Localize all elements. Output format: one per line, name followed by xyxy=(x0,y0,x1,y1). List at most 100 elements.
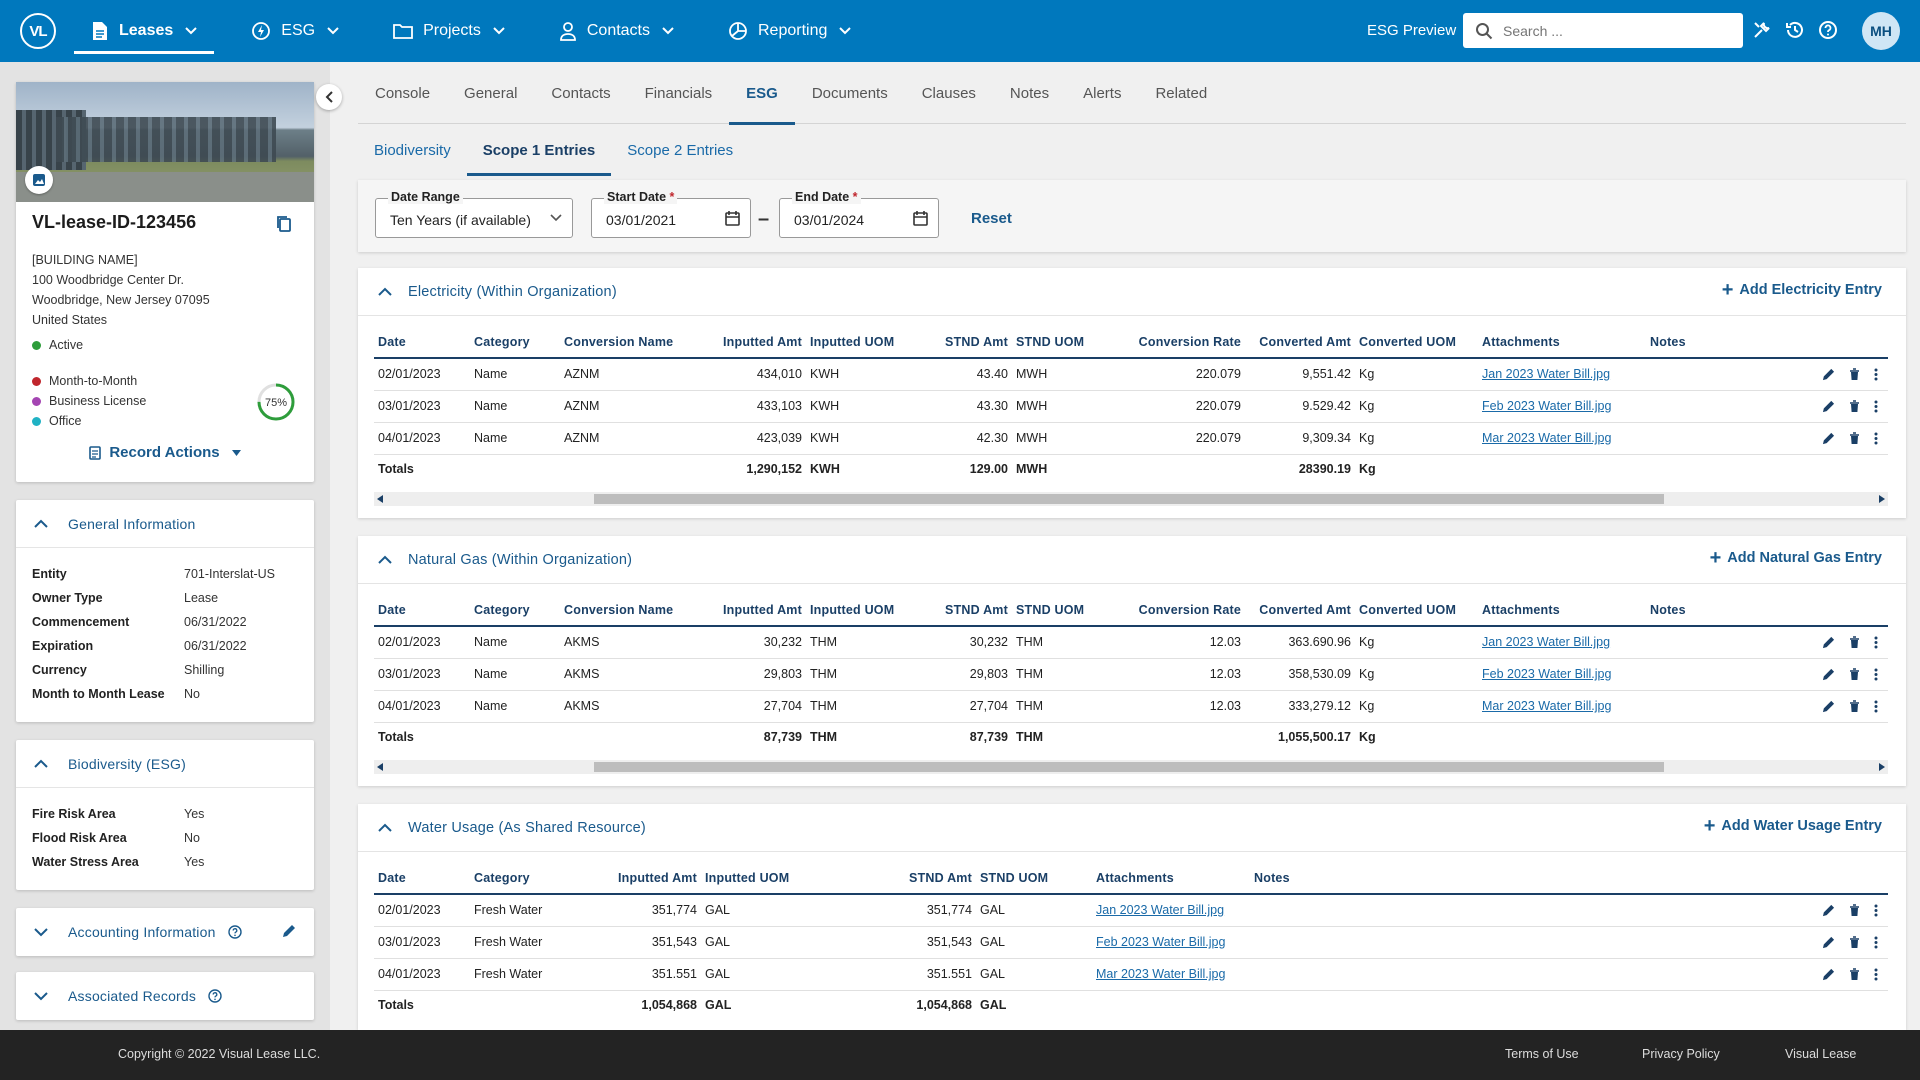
column-header[interactable]: Inputted Amt xyxy=(705,594,806,627)
column-header[interactable]: Notes xyxy=(1646,594,1738,627)
help-icon[interactable] xyxy=(227,925,242,939)
user-avatar[interactable]: MH xyxy=(1862,12,1900,50)
attachment-link[interactable]: Jan 2023 Water Bill.jpg xyxy=(1482,367,1611,382)
edit-icon[interactable] xyxy=(1822,904,1835,917)
nav-reporting[interactable]: Reporting xyxy=(711,0,868,62)
subtab-biodiversity[interactable]: Biodiversity xyxy=(374,141,451,159)
scroll-left-arrow[interactable] xyxy=(377,763,383,771)
help-icon[interactable] xyxy=(208,989,222,1003)
tab-related[interactable]: Related xyxy=(1155,84,1208,102)
end-date-field[interactable]: End Date * 03/01/2024 xyxy=(779,190,939,238)
tools-icon[interactable] xyxy=(1752,20,1772,40)
column-header[interactable]: STND Amt xyxy=(916,594,1012,627)
tab-general[interactable]: General xyxy=(464,84,518,102)
natural-gas-header[interactable]: Natural Gas (Within Organization) + Add N… xyxy=(358,536,1906,584)
attachment-link[interactable]: Feb 2023 Water Bill.jpg xyxy=(1482,399,1612,413)
collapse-panel-button[interactable] xyxy=(316,84,342,110)
tab-esg[interactable]: ESG xyxy=(729,62,795,125)
visual-lease-link[interactable]: Visual Lease xyxy=(1785,1047,1857,1061)
horizontal-scrollbar[interactable] xyxy=(374,760,1888,774)
delete-icon[interactable] xyxy=(1849,699,1860,713)
column-header[interactable]: Date xyxy=(374,862,470,895)
delete-icon[interactable] xyxy=(1849,967,1860,981)
esg-preview-link[interactable]: ESG Preview xyxy=(1367,22,1457,39)
nav-leases[interactable]: Leases xyxy=(74,0,215,62)
nav-esg[interactable]: ESG xyxy=(234,0,356,62)
tab-notes[interactable]: Notes xyxy=(1009,84,1050,102)
column-header[interactable]: Conversion Rate xyxy=(1128,594,1245,627)
terms-of-use-link[interactable]: Terms of Use xyxy=(1505,1047,1579,1061)
tab-alerts[interactable]: Alerts xyxy=(1083,84,1122,102)
tab-financials[interactable]: Financials xyxy=(644,84,713,102)
column-header[interactable]: Converted UOM xyxy=(1355,594,1478,627)
nav-projects[interactable]: Projects xyxy=(376,0,522,62)
column-header[interactable]: Inputted Amt xyxy=(705,326,806,359)
column-header[interactable]: Attachments xyxy=(1092,862,1250,895)
visual-lease-logo[interactable]: VL xyxy=(20,13,56,49)
column-header[interactable]: Converted Amt xyxy=(1245,594,1355,627)
more-options-icon[interactable] xyxy=(1874,668,1878,681)
start-date-field[interactable]: Start Date * 03/01/2021 xyxy=(591,190,751,238)
edit-icon[interactable] xyxy=(1822,400,1835,413)
attachment-link[interactable]: Feb 2023 Water Bill.jpg xyxy=(1482,667,1612,681)
column-header[interactable]: Inputted UOM xyxy=(806,594,916,627)
more-options-icon[interactable] xyxy=(1874,368,1878,381)
more-options-icon[interactable] xyxy=(1874,968,1878,981)
column-header[interactable]: STND UOM xyxy=(976,862,1092,895)
column-header[interactable]: Notes xyxy=(1646,326,1738,359)
edit-icon[interactable] xyxy=(1822,968,1835,981)
more-options-icon[interactable] xyxy=(1874,904,1878,917)
water-usage-header[interactable]: Water Usage (As Shared Resource) + Add Wa… xyxy=(358,804,1906,852)
horizontal-scrollbar[interactable] xyxy=(374,492,1888,506)
edit-icon[interactable] xyxy=(282,924,296,938)
attachment-link[interactable]: Mar 2023 Water Bill.jpg xyxy=(1482,699,1612,713)
tab-contacts[interactable]: Contacts xyxy=(551,84,611,102)
accounting-information-header[interactable]: Accounting Information xyxy=(16,908,314,956)
search-input[interactable] xyxy=(1503,22,1723,39)
column-header[interactable]: Category xyxy=(470,326,560,359)
column-header[interactable]: Category xyxy=(470,594,560,627)
edit-icon[interactable] xyxy=(1822,936,1835,949)
delete-icon[interactable] xyxy=(1849,667,1860,681)
more-options-icon[interactable] xyxy=(1874,636,1878,649)
change-photo-button[interactable] xyxy=(25,166,53,194)
global-search[interactable] xyxy=(1463,13,1743,48)
column-header[interactable]: Conversion Name xyxy=(560,326,705,359)
edit-icon[interactable] xyxy=(1822,668,1835,681)
edit-icon[interactable] xyxy=(1822,432,1835,445)
column-header[interactable]: Attachments xyxy=(1478,326,1646,359)
edit-icon[interactable] xyxy=(1822,368,1835,381)
electricity-header[interactable]: Electricity (Within Organization) + Add E… xyxy=(358,268,1906,316)
column-header[interactable]: Category xyxy=(470,862,600,895)
add-water-usage-entry-button[interactable]: + Add Water Usage Entry xyxy=(1704,816,1882,836)
column-header[interactable]: Notes xyxy=(1250,862,1342,895)
column-header[interactable]: Inputted UOM xyxy=(806,326,916,359)
column-header[interactable]: Inputted Amt xyxy=(600,862,701,895)
subtab-scope-1-entries[interactable]: Scope 1 Entries xyxy=(466,124,612,176)
reset-button[interactable]: Reset xyxy=(971,210,1012,227)
column-header[interactable]: Date xyxy=(374,594,470,627)
attachment-link[interactable]: Mar 2023 Water Bill.jpg xyxy=(1096,967,1226,981)
column-header[interactable]: STND UOM xyxy=(1012,594,1128,627)
delete-icon[interactable] xyxy=(1849,903,1860,917)
privacy-policy-link[interactable]: Privacy Policy xyxy=(1642,1047,1720,1061)
help-icon[interactable] xyxy=(1818,20,1838,40)
delete-icon[interactable] xyxy=(1849,935,1860,949)
scroll-thumb[interactable] xyxy=(594,762,1664,772)
delete-icon[interactable] xyxy=(1849,635,1860,649)
more-options-icon[interactable] xyxy=(1874,400,1878,413)
scroll-right-arrow[interactable] xyxy=(1879,495,1885,503)
associated-records-header[interactable]: Associated Records xyxy=(16,972,314,1020)
subtab-scope-2-entries[interactable]: Scope 2 Entries xyxy=(627,141,734,159)
delete-icon[interactable] xyxy=(1849,431,1860,445)
attachment-link[interactable]: Mar 2023 Water Bill.jpg xyxy=(1482,431,1612,445)
column-header[interactable]: STND UOM xyxy=(1012,326,1128,359)
add-electricity-entry-button[interactable]: + Add Electricity Entry xyxy=(1722,280,1882,300)
biodiversity-header[interactable]: Biodiversity (ESG) xyxy=(16,740,314,788)
column-header[interactable]: Inputted UOM xyxy=(701,862,811,895)
edit-icon[interactable] xyxy=(1822,700,1835,713)
edit-icon[interactable] xyxy=(1822,636,1835,649)
more-options-icon[interactable] xyxy=(1874,432,1878,445)
column-header[interactable]: Converted Amt xyxy=(1245,326,1355,359)
nav-contacts[interactable]: Contacts xyxy=(542,0,691,62)
